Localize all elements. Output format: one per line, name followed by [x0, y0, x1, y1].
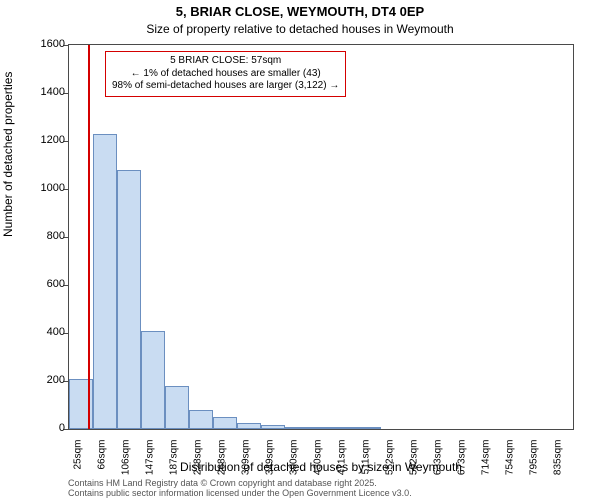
- x-tick-label: 106sqm: [121, 440, 132, 484]
- y-tick-label: 400: [25, 326, 65, 338]
- chart-subtitle: Size of property relative to detached ho…: [0, 22, 600, 36]
- x-tick-label: 349sqm: [265, 440, 276, 484]
- x-tick-label: 187sqm: [169, 440, 180, 484]
- bar: [117, 170, 141, 429]
- x-tick-label: 147sqm: [145, 440, 156, 484]
- bar: [357, 427, 381, 429]
- bar: [165, 386, 189, 429]
- x-tick-label: 309sqm: [241, 440, 252, 484]
- x-tick-label: 66sqm: [97, 440, 108, 484]
- footer-line2: Contains public sector information licen…: [68, 488, 412, 498]
- x-tick-label: 754sqm: [505, 440, 516, 484]
- x-tick-label: 592sqm: [409, 440, 420, 484]
- chart-container: 5, BRIAR CLOSE, WEYMOUTH, DT4 0EP Size o…: [0, 0, 600, 500]
- x-tick-label: 228sqm: [193, 440, 204, 484]
- x-tick-label: 511sqm: [361, 440, 372, 484]
- x-tick-label: 795sqm: [529, 440, 540, 484]
- y-tick-label: 0: [25, 422, 65, 434]
- bar: [333, 427, 357, 429]
- y-tick-label: 600: [25, 278, 65, 290]
- annotation-box: 5 BRIAR CLOSE: 57sqm ← 1% of detached ho…: [105, 51, 346, 97]
- y-tick-label: 200: [25, 374, 65, 386]
- y-tick-label: 1000: [25, 182, 65, 194]
- y-tick-label: 1400: [25, 86, 65, 98]
- y-tick-label: 1600: [25, 38, 65, 50]
- y-axis-label: Number of detached properties: [1, 72, 15, 237]
- y-tick-label: 800: [25, 230, 65, 242]
- bar: [189, 410, 213, 429]
- property-marker-line: [88, 45, 90, 429]
- bar: [237, 423, 261, 429]
- x-tick-label: 471sqm: [337, 440, 348, 484]
- plot-area: 5 BRIAR CLOSE: 57sqm ← 1% of detached ho…: [68, 44, 574, 430]
- x-tick-label: 268sqm: [217, 440, 228, 484]
- x-tick-label: 673sqm: [457, 440, 468, 484]
- x-tick-label: 552sqm: [385, 440, 396, 484]
- bar: [285, 427, 309, 429]
- x-tick-label: 430sqm: [313, 440, 324, 484]
- x-tick-label: 633sqm: [433, 440, 444, 484]
- x-tick-label: 390sqm: [289, 440, 300, 484]
- bar: [309, 427, 333, 429]
- x-tick-label: 25sqm: [73, 440, 84, 484]
- annotation-line3: 98% of semi-detached houses are larger (…: [112, 80, 339, 93]
- annotation-line2: ← 1% of detached houses are smaller (43): [112, 68, 339, 81]
- annotation-line1: 5 BRIAR CLOSE: 57sqm: [112, 55, 339, 68]
- bar: [213, 417, 237, 429]
- chart-title: 5, BRIAR CLOSE, WEYMOUTH, DT4 0EP: [0, 4, 600, 19]
- x-tick-label: 714sqm: [481, 440, 492, 484]
- bar: [261, 425, 285, 429]
- bar: [141, 331, 165, 429]
- bar: [93, 134, 117, 429]
- x-tick-label: 835sqm: [553, 440, 564, 484]
- y-tick-label: 1200: [25, 134, 65, 146]
